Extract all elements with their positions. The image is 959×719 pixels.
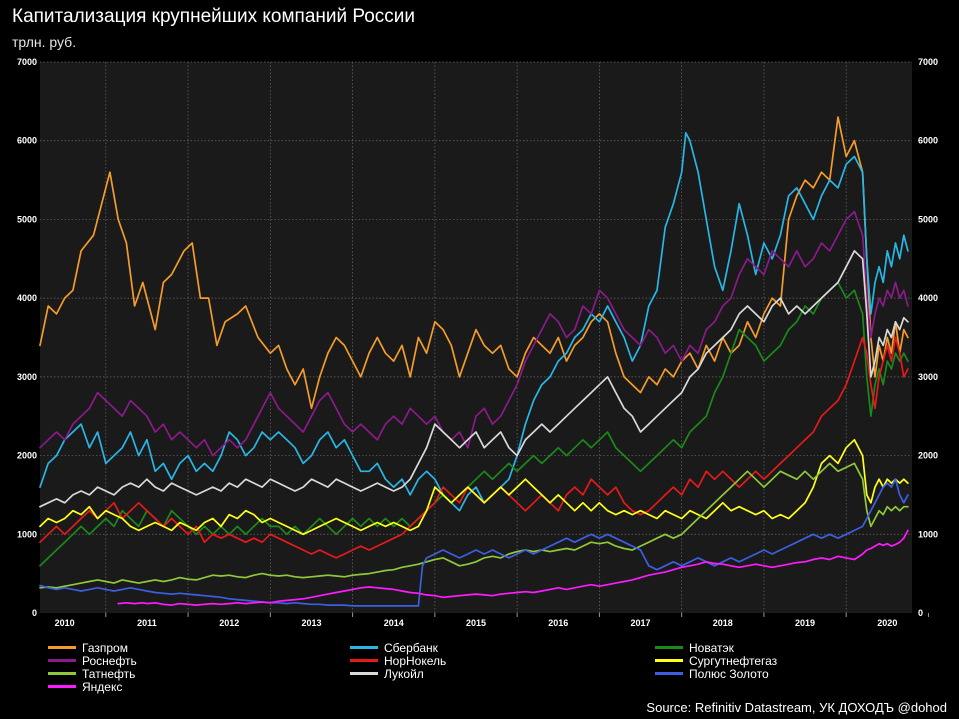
legend-swatch [655,646,683,649]
legend-label: Роснефть [82,653,137,668]
x-tick-label: 2015 [466,618,486,628]
y-tick-label-right: 7000 [918,57,938,67]
y-tick-label-right: 6000 [918,136,938,146]
legend-label: Яндекс [82,679,123,694]
legend-label: НорНокель [384,653,447,668]
source-note: Source: Refinitiv Datastream, УК ДОХОДЪ … [646,700,947,715]
legend-item: Татнефть [48,666,136,681]
legend-item: Газпром [48,640,128,655]
x-tick-label: 2019 [795,618,815,628]
legend-label: Сургутнефтегаз [689,653,778,668]
y-tick-label-right: 5000 [918,214,938,224]
x-tick-label: 2014 [384,618,404,628]
legend-label: Газпром [82,640,128,655]
x-tick-label: 2020 [877,618,897,628]
legend-label: Полюс Золото [689,666,769,681]
chart-legend: Газпром Сбербанк Новатэк Роснефть НорНокель С… [0,638,959,698]
legend-label: Лукойл [384,666,424,681]
series-line-6 [39,438,909,536]
x-tick-label: 2018 [713,618,733,628]
y-tick-label-right: 0 [918,608,923,618]
x-tick-label: 2017 [631,618,651,628]
legend-item: НорНокель [350,653,447,668]
y-tick-label-left: 0 [32,608,37,618]
legend-item: Сургутнефтегаз [655,653,778,668]
series-line-8 [39,250,909,508]
series-line-4 [39,210,909,457]
plot-area [40,62,912,613]
legend-swatch [48,646,76,649]
legend-label: Сбербанк [384,640,438,655]
legend-swatch [350,646,378,649]
x-tick-label: 2011 [137,618,157,628]
legend-swatch [655,659,683,662]
legend-swatch [350,659,378,662]
legend-label: Новатэк [689,640,734,655]
x-tick-label: 2010 [55,618,75,628]
y-tick-label-left: 5000 [17,214,37,224]
x-tick-label: 2013 [301,618,321,628]
y-tick-label-left: 1000 [17,529,37,539]
y-tick-label-right: 3000 [918,372,938,382]
legend-item: Роснефть [48,653,137,668]
series-line-1 [39,116,909,410]
y-tick-label-right: 1000 [918,529,938,539]
x-tick-label: 2012 [219,618,239,628]
legend-swatch [48,659,76,662]
legend-swatch [48,685,76,688]
legend-item: Яндекс [48,679,123,694]
chart-subtitle: трлн. руб. [12,34,77,50]
legend-swatch [48,672,76,675]
legend-swatch [655,672,683,675]
series-line-10 [117,529,909,606]
y-tick-label-right: 2000 [918,451,938,461]
y-tick-label-left: 6000 [17,136,37,146]
legend-swatch [350,672,378,675]
legend-label: Татнефть [82,666,136,681]
y-tick-label-left: 4000 [17,293,37,303]
line-chart: 0 0 1000 1000 2000 2000 3000 3000 4000 4000 5000 50… [17,57,938,628]
legend-item: Полюс Золото [655,666,769,681]
y-tick-label-left: 3000 [17,372,37,382]
x-tick-label: 2016 [548,618,568,628]
legend-item: Сбербанк [350,640,438,655]
y-tick-label-left: 2000 [17,451,37,461]
y-tick-label-right: 4000 [918,293,938,303]
chart-title: Капитализация крупнейших компаний России [12,6,416,27]
series-line-7 [39,462,909,589]
legend-item: Новатэк [655,640,734,655]
y-tick-label-left: 7000 [17,57,37,67]
legend-item: Лукойл [350,666,424,681]
series-line-9 [39,478,909,607]
